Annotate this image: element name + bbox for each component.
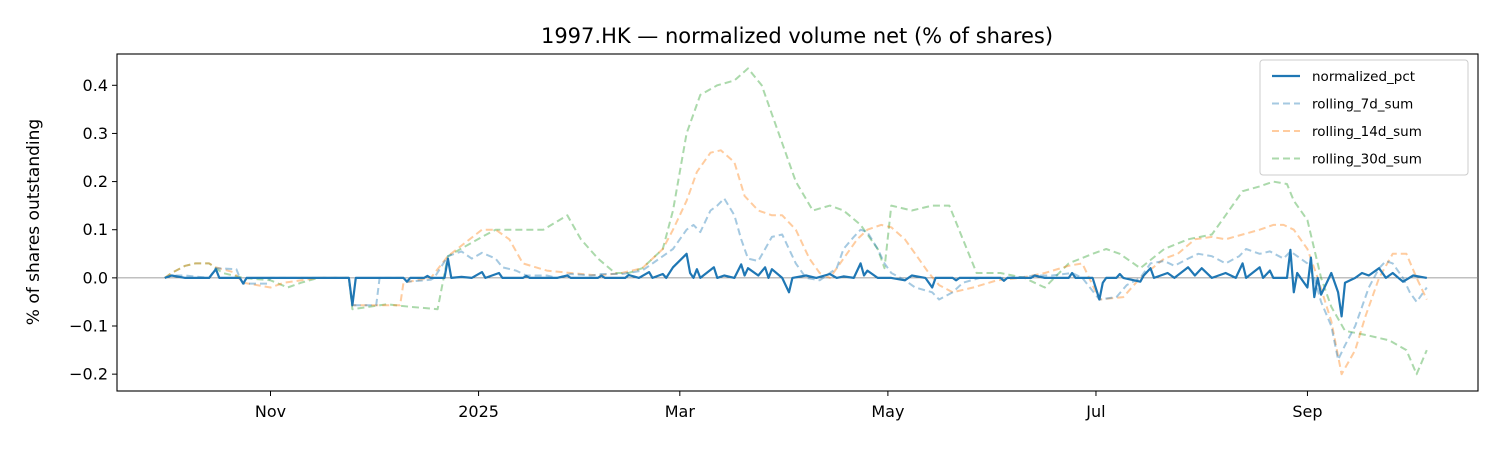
y-axis-label: % of shares outstanding bbox=[24, 119, 44, 325]
legend-label: rolling_14d_sum bbox=[1312, 124, 1422, 140]
legend-box bbox=[1259, 59, 1469, 176]
y-tick-label: −0.2 bbox=[69, 365, 108, 384]
legend: normalized_pct rolling_7d_sum rolling_14d_… bbox=[1259, 59, 1469, 176]
y-tick-label: 0.3 bbox=[83, 124, 108, 143]
plot-layer: −0.2 −0.1 0.0 0.1 0.2 0.3 0.4 Nov 2025 Mar May Jul S… bbox=[69, 53, 1479, 421]
y-tick-label: 0.0 bbox=[83, 268, 108, 287]
axes-frame bbox=[116, 53, 1479, 392]
legend-label: rolling_30d_sum bbox=[1312, 152, 1422, 168]
x-tick-label: Mar bbox=[665, 402, 696, 421]
series-line-rolling-30d-sum bbox=[164, 67, 1428, 376]
legend-label: rolling_7d_sum bbox=[1312, 97, 1413, 113]
x-tick-label: May bbox=[871, 402, 904, 421]
y-tick-label: 0.4 bbox=[83, 76, 108, 95]
x-tick-label: Jul bbox=[1085, 402, 1105, 421]
series-line-normalized-pct bbox=[164, 248, 1427, 318]
x-tick-label: 2025 bbox=[458, 402, 499, 421]
chart-title: 1997.HK — normalized volume net (% of sh… bbox=[541, 24, 1053, 48]
legend-label: normalized_pct bbox=[1312, 69, 1415, 85]
y-tick-label: −0.1 bbox=[69, 317, 108, 336]
x-tick-label: Nov bbox=[255, 402, 286, 421]
y-tick-label: 0.1 bbox=[83, 220, 108, 239]
y-tick-label: 0.2 bbox=[83, 172, 108, 191]
x-tick-label: Sep bbox=[1292, 402, 1322, 421]
series-line-rolling-7d-sum bbox=[164, 197, 1428, 361]
